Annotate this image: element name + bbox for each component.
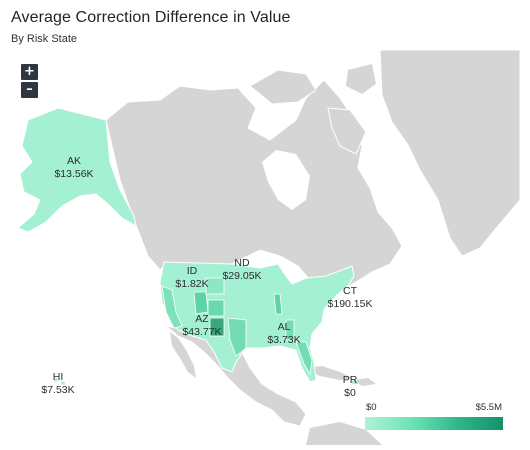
state-ak[interactable] (17, 107, 137, 233)
map-label-pr: PR $0 (343, 374, 358, 400)
state-code: AZ (195, 313, 209, 325)
state-hi-island[interactable] (61, 381, 65, 385)
state-tx-highlight[interactable] (227, 317, 247, 357)
color-legend: $0 $5.5M (365, 402, 503, 430)
state-nm-highlight[interactable] (209, 317, 225, 337)
state-code: PR (342, 374, 358, 386)
zoom-controls: + – (21, 64, 38, 98)
chart-subtitle: By Risk State (11, 33, 78, 45)
state-value: $3.73K (267, 334, 301, 346)
state-code: ID (186, 265, 198, 277)
state-il-highlight[interactable] (273, 293, 283, 315)
hudson-bay (262, 150, 310, 210)
state-value: $7.53K (41, 384, 75, 396)
state-code: ND (234, 257, 250, 269)
map-label-ak: AK $13.56K (54, 155, 93, 181)
state-code: AK (66, 155, 81, 167)
chart-title: Average Correction Difference in Value (11, 9, 291, 26)
chart-header: Average Correction Difference in Value B… (11, 7, 511, 46)
legend-min-label: $0 (366, 402, 377, 413)
map-label-al: AL $3.73K (267, 321, 300, 347)
land-baffin (327, 107, 367, 155)
territory-pr[interactable] (352, 381, 358, 384)
land-arctic-archipelago (249, 69, 317, 105)
state-code: CT (343, 285, 357, 297)
state-co-highlight[interactable] (207, 299, 225, 317)
land-south-america (306, 422, 382, 445)
land-baja (170, 332, 196, 378)
land-greenland (379, 50, 520, 257)
state-code: HI (52, 371, 64, 383)
land-hispaniola (354, 378, 376, 386)
land-arctic-island (346, 64, 376, 94)
state-fl-highlight[interactable] (295, 341, 313, 376)
legend-gradient-bar (365, 417, 503, 430)
state-wy-highlight[interactable] (205, 277, 225, 295)
map-label-hi: HI $7.53K (41, 371, 74, 397)
state-value: $43.77K (182, 326, 222, 338)
zoom-in-button[interactable]: + (21, 64, 38, 80)
state-hi[interactable] (54, 378, 58, 382)
map-label-nd: ND $29.05K (222, 257, 261, 283)
state-ca-highlight[interactable] (161, 285, 183, 329)
state-value: $13.56K (54, 168, 94, 180)
state-value: $190.15K (327, 298, 373, 310)
choropleth-map[interactable] (10, 50, 520, 445)
zoom-out-button[interactable]: – (21, 82, 38, 98)
state-value: $1.82K (175, 278, 209, 290)
map-container[interactable]: + – AK $13.56K ND $29.05K ID $1.82K CT $… (10, 50, 520, 445)
state-ut-highlight[interactable] (193, 291, 209, 315)
land-mexico (165, 325, 307, 427)
state-value: $0 (344, 387, 356, 399)
map-label-ct: CT $190.15K (328, 285, 373, 311)
map-label-az: AZ $43.77K (182, 313, 221, 339)
map-label-id: ID $1.82K (175, 265, 208, 291)
state-ms-highlight[interactable] (285, 319, 295, 341)
state-code: AL (277, 321, 291, 333)
legend-max-label: $5.5M (475, 402, 502, 413)
state-value: $29.05K (222, 270, 262, 282)
